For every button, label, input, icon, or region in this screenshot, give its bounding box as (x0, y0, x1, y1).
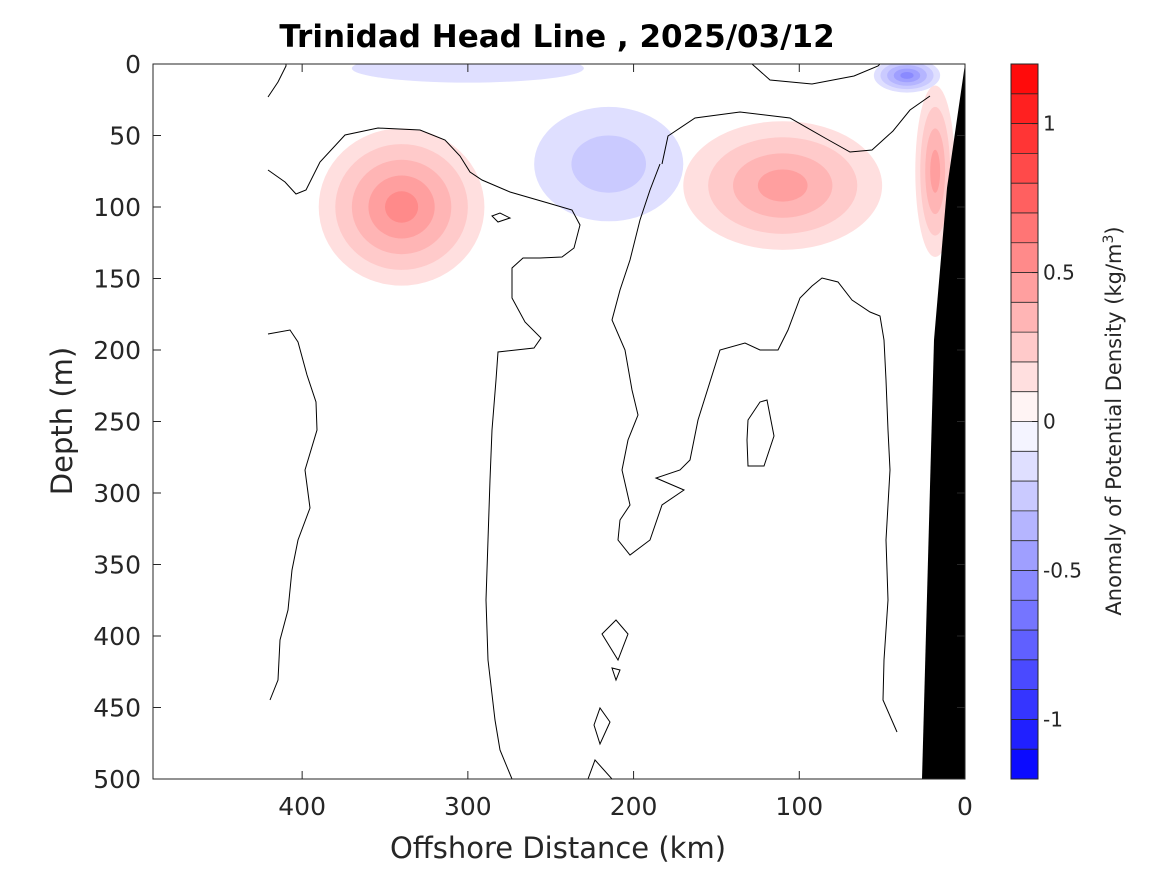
colorbar-segment (1011, 123, 1038, 154)
colorbar-segment (1011, 64, 1038, 95)
negative-anomaly-center (571, 135, 646, 193)
colorbar-label-main: Anomaly of Potential Density (kg/m (1102, 244, 1126, 616)
colorbar-label: Anomaly of Potential Density (kg/m3) (1101, 226, 1126, 615)
colorbar-segment (1011, 481, 1038, 512)
zero-contour (267, 127, 581, 779)
colorbar-segment (1011, 421, 1038, 452)
x-tick-label: 200 (610, 792, 658, 821)
chart-title: Trinidad Head Line , 2025/03/12 (279, 19, 834, 55)
colorbar-segment (1011, 749, 1038, 780)
x-axis-label: Offshore Distance (km) (390, 831, 726, 865)
colorbar-segment (1011, 153, 1038, 184)
y-tick-label: 400 (93, 622, 141, 651)
colorbar-segment (1011, 302, 1038, 333)
colorbar: -1 -0.5 0 0.5 1 (1010, 63, 1082, 780)
zero-contour (601, 619, 629, 662)
negative-anomaly-surface-nearshore (900, 72, 914, 79)
zero-contour (267, 64, 287, 98)
colorbar-tick-label: -1 (1043, 707, 1063, 731)
y-tick-label: 450 (93, 694, 141, 723)
colorbar-segment (1011, 689, 1038, 720)
colorbar-segment (1011, 212, 1038, 244)
negative-anomaly-surface-offshore (351, 64, 584, 83)
colorbar-segment (1011, 361, 1038, 393)
zero-contour (491, 212, 512, 223)
zero-contour (611, 667, 621, 682)
zero-contour (593, 706, 611, 746)
colorbar-segment (1011, 183, 1038, 214)
positive-anomaly-nearshore (930, 149, 941, 193)
bathymetry-shelf (922, 64, 965, 779)
colorbar-segment (1011, 510, 1038, 542)
y-tick-label: 250 (93, 408, 141, 437)
colorbar-segment (1011, 332, 1038, 363)
x-tick-label: 400 (278, 792, 326, 821)
y-tick-label: 200 (93, 336, 141, 365)
x-tick-label: 100 (775, 792, 823, 821)
positive-anomaly-core-offshore (385, 191, 419, 223)
colorbar-segment (1011, 242, 1038, 274)
colorbar-segment (1011, 540, 1038, 571)
zero-contour-lines (267, 64, 931, 779)
anomaly-fill-layer (318, 64, 956, 286)
positive-anomaly-midshelf (757, 169, 808, 202)
zero-contour (751, 64, 881, 85)
y-axis: 0 50 100 150 200 250 300 350 400 450 500 (93, 50, 965, 794)
colorbar-segment (1011, 600, 1038, 631)
zero-contour (661, 95, 931, 165)
zero-contour (611, 163, 898, 733)
x-tick-label: 300 (444, 792, 492, 821)
y-tick-label: 500 (93, 765, 141, 794)
colorbar-segment (1011, 570, 1038, 601)
y-tick-label: 150 (93, 265, 141, 294)
colorbar-tick-label: 1 (1043, 112, 1056, 136)
colorbar-tick-label: -0.5 (1043, 558, 1082, 582)
x-tick-label: 0 (957, 792, 973, 821)
zero-contour (267, 329, 318, 701)
colorbar-segment (1011, 719, 1038, 750)
colorbar-segment (1011, 451, 1038, 482)
colorbar-segment (1011, 630, 1038, 661)
zero-contour (746, 399, 775, 467)
colorbar-segment (1011, 391, 1038, 422)
colorbar-tick-label: 0 (1043, 410, 1056, 434)
y-tick-label: 300 (93, 479, 141, 508)
colorbar-tick-label: 0.5 (1043, 261, 1075, 285)
colorbar-segment (1011, 272, 1038, 303)
y-axis-label: Depth (m) (45, 347, 79, 495)
y-tick-label: 50 (109, 122, 141, 151)
y-tick-label: 0 (125, 50, 141, 79)
x-axis: 400 300 200 100 0 (278, 64, 973, 821)
colorbar-segment (1011, 93, 1038, 125)
zero-contour (587, 759, 613, 779)
colorbar-label-close: ) (1102, 226, 1126, 234)
colorbar-segment (1011, 659, 1038, 691)
colorbar-label-superscript: 3 (1101, 235, 1117, 244)
y-tick-label: 100 (93, 193, 141, 222)
y-tick-label: 350 (93, 551, 141, 580)
